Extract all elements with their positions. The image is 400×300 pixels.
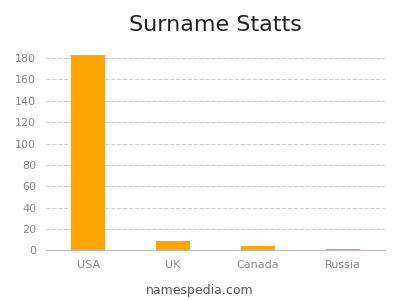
Text: namespedia.com: namespedia.com: [146, 284, 254, 297]
Bar: [241, 246, 275, 250]
Bar: [156, 241, 190, 250]
Bar: [71, 55, 105, 250]
Bar: [326, 249, 360, 250]
Title: Surname Statts: Surname Statts: [129, 15, 302, 35]
